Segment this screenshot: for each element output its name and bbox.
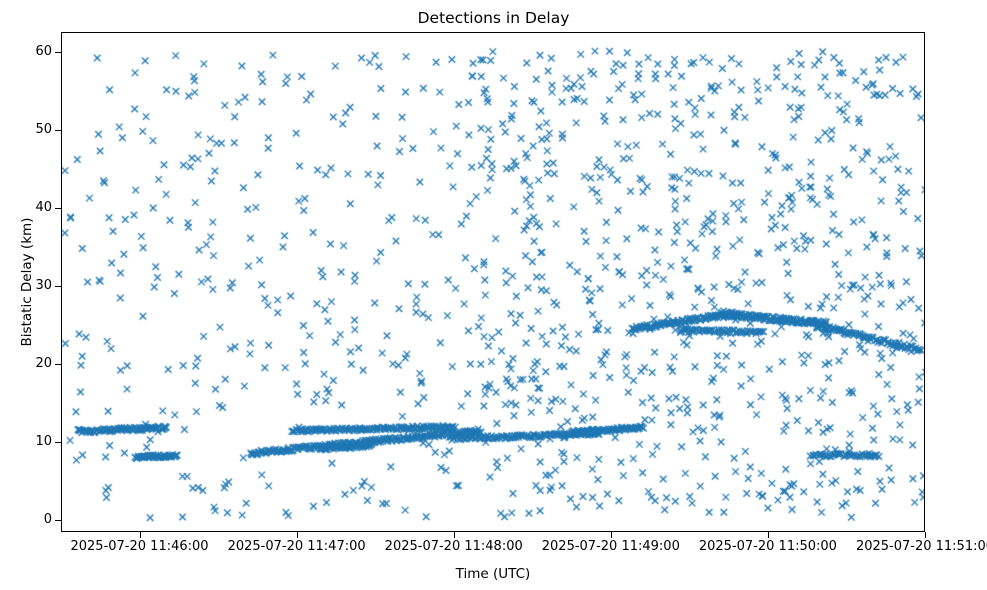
y-axis-tick-label: 50 bbox=[35, 121, 52, 137]
x-axis-tick-label: 2025-07-20 11:48:00 bbox=[384, 539, 523, 554]
y-axis-tick-mark bbox=[55, 129, 61, 131]
x-axis-tick-label: 2025-07-20 11:50:00 bbox=[698, 539, 837, 554]
y-axis-tick-mark bbox=[55, 51, 61, 53]
y-axis-tick-label: 0 bbox=[43, 512, 52, 528]
x-axis-tick-label: 2025-07-20 11:51:00 bbox=[855, 539, 987, 554]
x-axis-tick-label: 2025-07-20 11:49:00 bbox=[541, 539, 680, 554]
y-axis-tick-label: 40 bbox=[35, 199, 52, 215]
x-axis-tick-label: 2025-07-20 11:47:00 bbox=[227, 539, 366, 554]
x-axis-tick-label: 2025-07-20 11:46:00 bbox=[70, 539, 209, 554]
x-axis-tick-mark bbox=[453, 532, 455, 538]
x-axis-tick-mark bbox=[925, 532, 927, 538]
y-axis-tick-mark bbox=[55, 520, 61, 522]
y-axis-tick-mark bbox=[55, 364, 61, 366]
y-axis-tick-mark bbox=[55, 442, 61, 444]
scatter-points-canvas bbox=[62, 33, 924, 531]
y-axis-tick-label: 60 bbox=[35, 43, 52, 59]
y-axis-tick-labels: 0 10 20 30 40 50 60 bbox=[0, 0, 52, 590]
y-axis-tick-mark bbox=[55, 285, 61, 287]
y-axis-tick-label: 30 bbox=[35, 277, 52, 293]
chart-title: Detections in Delay bbox=[417, 9, 570, 27]
x-axis-tick-mark bbox=[296, 532, 298, 538]
x-axis-tick-mark bbox=[139, 532, 141, 538]
y-axis-tick-mark bbox=[55, 207, 61, 209]
y-axis-tick-label: 10 bbox=[35, 434, 52, 450]
plot-area bbox=[61, 32, 925, 532]
y-axis-tick-label: 20 bbox=[35, 356, 52, 372]
x-axis-label: Time (UTC) bbox=[455, 566, 531, 582]
x-axis-tick-mark bbox=[610, 532, 612, 538]
x-axis-tick-mark bbox=[767, 532, 769, 538]
